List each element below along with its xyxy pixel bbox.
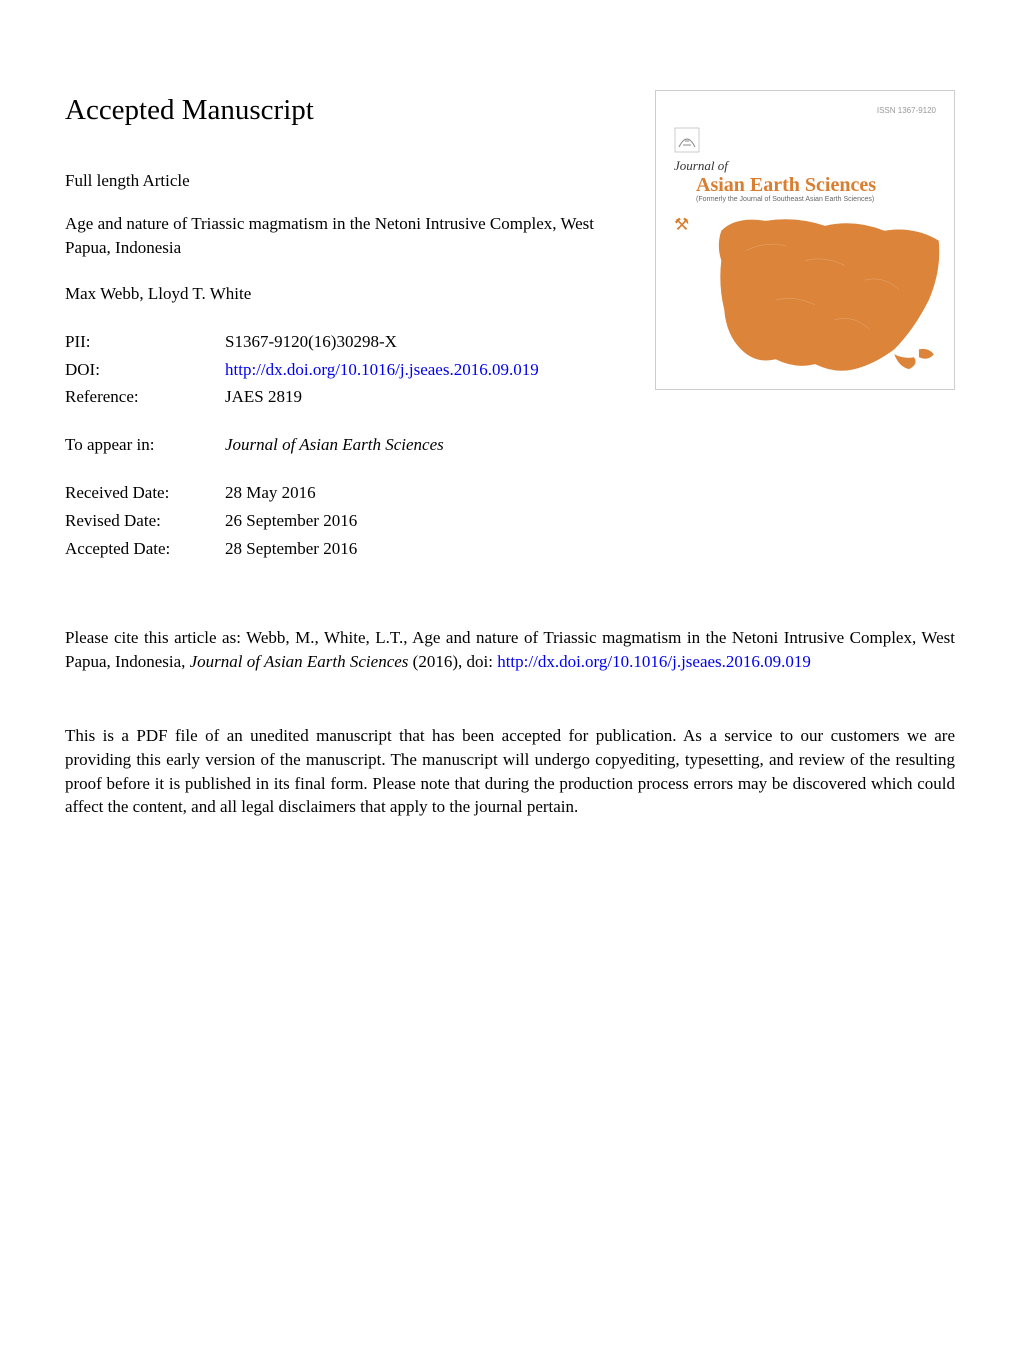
to-appear-label: To appear in: <box>65 431 225 459</box>
cover-issn: ISSN 1367-9120 <box>877 105 936 116</box>
doi-label: DOI: <box>65 356 225 384</box>
citation-middle: (2016), doi: <box>408 652 497 671</box>
article-title: Age and nature of Triassic magmatism in … <box>65 212 625 260</box>
citation-paragraph: Please cite this article as: Webb, M., W… <box>65 626 955 674</box>
reference-value: JAES 2819 <box>225 383 539 411</box>
pii-value: S1367-9120(16)30298-X <box>225 328 539 356</box>
hammer-pick-icon: ⚒ <box>674 213 689 237</box>
table-row: PII: S1367-9120(16)30298-X <box>65 328 539 356</box>
to-appear-value: Journal of Asian Earth Sciences <box>225 431 444 459</box>
received-date-value: 28 May 2016 <box>225 479 357 507</box>
doi-link[interactable]: http://dx.doi.org/10.1016/j.jseaes.2016.… <box>225 360 539 379</box>
article-type: Full length Article <box>65 169 625 193</box>
accepted-date-value: 28 September 2016 <box>225 535 357 563</box>
dates-table: Received Date: 28 May 2016 Revised Date:… <box>65 479 357 562</box>
table-row: Accepted Date: 28 September 2016 <box>65 535 357 563</box>
table-row: Revised Date: 26 September 2016 <box>65 507 357 535</box>
pii-label: PII: <box>65 328 225 356</box>
accepted-manuscript-heading: Accepted Manuscript <box>65 90 625 131</box>
table-row: To appear in: Journal of Asian Earth Sci… <box>65 431 444 459</box>
citation-doi-link[interactable]: http://dx.doi.org/10.1016/j.jseaes.2016.… <box>497 652 811 671</box>
received-date-label: Received Date: <box>65 479 225 507</box>
revised-date-label: Revised Date: <box>65 507 225 535</box>
revised-date-value: 26 September 2016 <box>225 507 357 535</box>
elsevier-logo-icon <box>674 127 700 153</box>
metadata-table: PII: S1367-9120(16)30298-X DOI: http://d… <box>65 328 539 411</box>
citation-journal: Journal of Asian Earth Sciences <box>190 652 409 671</box>
accepted-date-label: Accepted Date: <box>65 535 225 563</box>
top-row: Accepted Manuscript Full length Article … <box>65 90 955 582</box>
cover-subtitle: (Formerly the Journal of Southeast Asian… <box>696 195 874 205</box>
doi-value: http://dx.doi.org/10.1016/j.jseaes.2016.… <box>225 356 539 384</box>
table-row: DOI: http://dx.doi.org/10.1016/j.jseaes.… <box>65 356 539 384</box>
to-appear-table: To appear in: Journal of Asian Earth Sci… <box>65 431 444 459</box>
table-row: Received Date: 28 May 2016 <box>65 479 357 507</box>
authors: Max Webb, Lloyd T. White <box>65 282 625 306</box>
reference-label: Reference: <box>65 383 225 411</box>
journal-cover-thumbnail: ISSN 1367-9120 Journal of Asian Earth Sc… <box>655 90 955 390</box>
left-column: Accepted Manuscript Full length Article … <box>65 90 655 582</box>
table-row: Reference: JAES 2819 <box>65 383 539 411</box>
disclaimer-paragraph: This is a PDF file of an unedited manusc… <box>65 724 955 819</box>
asia-map-icon <box>716 211 944 379</box>
